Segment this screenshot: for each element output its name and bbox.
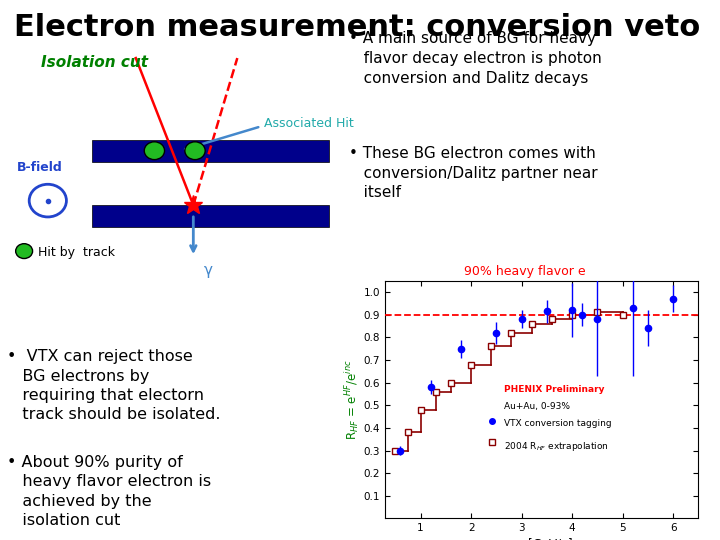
Text: Isolation cut: Isolation cut — [41, 55, 148, 70]
Bar — [92, 205, 328, 227]
Text: 2004 R$_{HF}$ extrapolation: 2004 R$_{HF}$ extrapolation — [504, 440, 609, 453]
Text: Hit by  track: Hit by track — [37, 246, 114, 259]
Text: •  VTX can reject those
   BG electrons by
   requiring that electorn
   track s: • VTX can reject those BG electrons by r… — [7, 349, 221, 422]
Text: Electron measurement: conversion veto: Electron measurement: conversion veto — [14, 14, 701, 43]
Circle shape — [144, 142, 165, 160]
Bar — [92, 140, 328, 162]
X-axis label: p$_{T}$ [GeV/c]: p$_{T}$ [GeV/c] — [511, 536, 572, 540]
Text: • A main source of BG for heavy
   flavor decay electron is photon
   conversion: • A main source of BG for heavy flavor d… — [349, 31, 602, 86]
Text: • These BG electron comes with
   conversion/Dalitz partner near
   itself: • These BG electron comes with conversio… — [349, 146, 598, 200]
Text: VTX conversion tagging: VTX conversion tagging — [504, 418, 612, 428]
Circle shape — [30, 184, 66, 217]
Text: • About 90% purity of
   heavy flavor electron is
   achieved by the
   isolatio: • About 90% purity of heavy flavor elect… — [7, 455, 212, 528]
Text: B-field: B-field — [17, 161, 63, 174]
Circle shape — [16, 244, 32, 259]
Text: Associated Hit: Associated Hit — [264, 117, 354, 130]
Y-axis label: R$_{HF}$ = e$^{HF}$/e$^{inc}$: R$_{HF}$ = e$^{HF}$/e$^{inc}$ — [343, 359, 361, 440]
Text: 90% heavy flavor e: 90% heavy flavor e — [464, 266, 585, 279]
Circle shape — [185, 142, 205, 160]
Text: γ: γ — [204, 263, 212, 278]
Text: Au+Au, 0-93%: Au+Au, 0-93% — [504, 402, 570, 411]
Text: PHENIX Preliminary: PHENIX Preliminary — [504, 386, 605, 394]
